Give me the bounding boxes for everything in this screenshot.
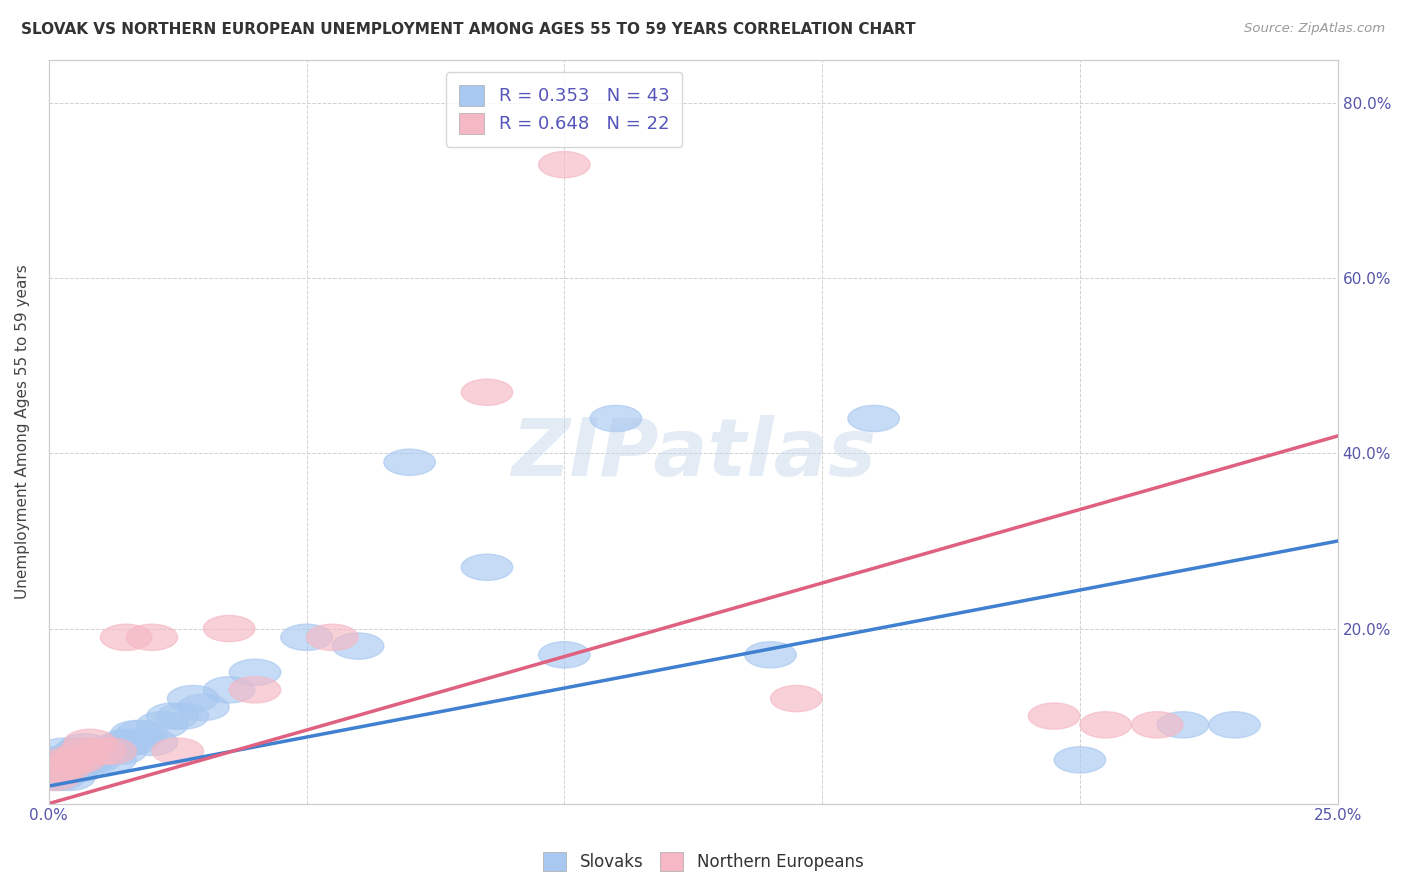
- Ellipse shape: [461, 379, 513, 405]
- Ellipse shape: [204, 677, 254, 703]
- Ellipse shape: [84, 738, 136, 764]
- Legend: Slovaks, Northern Europeans: Slovaks, Northern Europeans: [534, 843, 872, 880]
- Ellipse shape: [591, 405, 641, 432]
- Text: SLOVAK VS NORTHERN EUROPEAN UNEMPLOYMENT AMONG AGES 55 TO 59 YEARS CORRELATION C: SLOVAK VS NORTHERN EUROPEAN UNEMPLOYMENT…: [21, 22, 915, 37]
- Ellipse shape: [204, 615, 254, 641]
- Ellipse shape: [96, 738, 146, 764]
- Ellipse shape: [38, 756, 90, 781]
- Text: Source: ZipAtlas.com: Source: ZipAtlas.com: [1244, 22, 1385, 36]
- Ellipse shape: [65, 747, 115, 773]
- Ellipse shape: [307, 624, 359, 650]
- Y-axis label: Unemployment Among Ages 55 to 59 years: Unemployment Among Ages 55 to 59 years: [15, 264, 30, 599]
- Ellipse shape: [44, 747, 96, 773]
- Ellipse shape: [59, 738, 111, 764]
- Ellipse shape: [75, 738, 127, 764]
- Ellipse shape: [332, 633, 384, 659]
- Ellipse shape: [38, 738, 90, 764]
- Ellipse shape: [34, 764, 84, 790]
- Ellipse shape: [848, 405, 900, 432]
- Ellipse shape: [49, 742, 100, 769]
- Ellipse shape: [34, 756, 84, 781]
- Ellipse shape: [1157, 712, 1209, 738]
- Ellipse shape: [49, 756, 100, 781]
- Ellipse shape: [177, 694, 229, 721]
- Ellipse shape: [461, 554, 513, 581]
- Ellipse shape: [157, 703, 208, 730]
- Ellipse shape: [1080, 712, 1132, 738]
- Ellipse shape: [1028, 703, 1080, 730]
- Ellipse shape: [1132, 712, 1182, 738]
- Ellipse shape: [53, 738, 105, 764]
- Ellipse shape: [44, 747, 96, 773]
- Ellipse shape: [229, 677, 281, 703]
- Ellipse shape: [38, 756, 90, 781]
- Legend: R = 0.353   N = 43, R = 0.648   N = 22: R = 0.353 N = 43, R = 0.648 N = 22: [447, 72, 682, 146]
- Ellipse shape: [59, 733, 111, 760]
- Ellipse shape: [384, 449, 436, 475]
- Ellipse shape: [28, 764, 80, 790]
- Ellipse shape: [538, 152, 591, 178]
- Ellipse shape: [115, 721, 167, 747]
- Ellipse shape: [146, 703, 198, 730]
- Ellipse shape: [167, 685, 219, 712]
- Ellipse shape: [1054, 747, 1105, 773]
- Ellipse shape: [127, 624, 177, 650]
- Ellipse shape: [75, 738, 127, 764]
- Ellipse shape: [229, 659, 281, 685]
- Ellipse shape: [105, 730, 157, 756]
- Ellipse shape: [90, 733, 142, 760]
- Ellipse shape: [53, 756, 105, 781]
- Ellipse shape: [136, 712, 188, 738]
- Ellipse shape: [84, 747, 136, 773]
- Ellipse shape: [44, 764, 96, 790]
- Ellipse shape: [65, 730, 115, 756]
- Ellipse shape: [28, 764, 80, 790]
- Ellipse shape: [49, 747, 100, 773]
- Text: ZIPatlas: ZIPatlas: [510, 415, 876, 493]
- Ellipse shape: [127, 730, 177, 756]
- Ellipse shape: [111, 721, 162, 747]
- Ellipse shape: [281, 624, 332, 650]
- Ellipse shape: [100, 730, 152, 756]
- Ellipse shape: [100, 624, 152, 650]
- Ellipse shape: [59, 747, 111, 773]
- Ellipse shape: [69, 747, 121, 773]
- Ellipse shape: [770, 685, 823, 712]
- Ellipse shape: [53, 747, 105, 773]
- Ellipse shape: [745, 641, 796, 668]
- Ellipse shape: [538, 641, 591, 668]
- Ellipse shape: [1209, 712, 1260, 738]
- Ellipse shape: [80, 738, 131, 764]
- Ellipse shape: [34, 747, 84, 773]
- Ellipse shape: [152, 738, 204, 764]
